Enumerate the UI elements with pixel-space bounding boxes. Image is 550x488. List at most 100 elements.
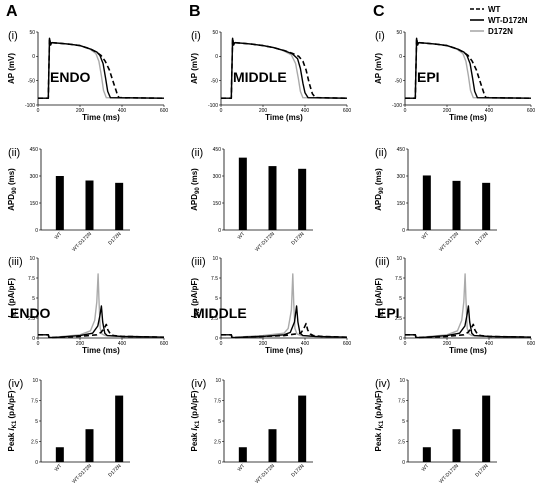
y-tick-label: 450 — [213, 147, 222, 153]
x-category-label: D172N — [290, 463, 306, 479]
series-line-wt — [405, 323, 532, 339]
y-tick-label: 0 — [215, 54, 218, 60]
y-axis-label: AP (mV) — [190, 53, 199, 84]
x-tick-label: 400 — [301, 341, 310, 347]
x-category-label: D172N — [290, 231, 306, 247]
y-tick-label: 50 — [29, 30, 35, 36]
y-tick-label: 7.5 — [211, 276, 218, 282]
x-tick-label: 200 — [76, 341, 85, 347]
y-tick-label: 5 — [32, 296, 35, 302]
region-label: EPI — [377, 305, 400, 321]
x-category-label: D172N — [107, 231, 123, 247]
panel-tag: (iii) — [191, 256, 206, 268]
x-tick-label: 0 — [37, 108, 40, 114]
y-tick-label: 7.5 — [31, 398, 38, 404]
y-axis-label: APD90 (ms) — [190, 168, 201, 211]
x-tick-label: 0 — [220, 341, 223, 347]
column-letter-B: B — [189, 3, 201, 20]
y-axis-label: Peak IK1 (pA/pF) — [190, 390, 201, 451]
x-category-label: D172N — [107, 463, 123, 479]
y-tick-label: 10 — [32, 378, 38, 384]
region-label: ENDO — [10, 305, 51, 321]
y-axis-label: Peak IK1 (pA/pF) — [7, 390, 18, 451]
y-tick-label: 2.5 — [398, 439, 405, 445]
y-tick-label: 50 — [212, 30, 218, 36]
y-tick-label: 0 — [399, 336, 402, 342]
panel-tag: (iv) — [191, 378, 206, 390]
x-tick-label: 0 — [37, 341, 40, 347]
y-tick-label: 0 — [218, 460, 221, 466]
y-tick-label: 300 — [213, 174, 222, 180]
x-tick-label: 600 — [343, 341, 352, 347]
x-axis-label: Time (ms) — [82, 113, 120, 122]
y-tick-label: 300 — [30, 174, 39, 180]
y-tick-label: 5 — [399, 296, 402, 302]
panel-tag: (i) — [191, 30, 201, 42]
x-category-label: WT-D172N — [254, 463, 276, 485]
x-tick-label: 600 — [527, 341, 536, 347]
y-tick-label: -100 — [392, 103, 402, 109]
panel-C-iv: (iv) 0 2.5 5 7.5 10 Peak IK1 (pA/pF) WT WT-D172N… — [374, 378, 497, 485]
y-tick-label: 5 — [218, 419, 221, 425]
bar-wt — [238, 447, 247, 462]
series-line-wt-d172n — [38, 305, 165, 339]
y-tick-label: 2.5 — [31, 439, 38, 445]
legend-label-wt: WT — [488, 5, 501, 14]
bar-wt — [422, 447, 431, 462]
y-tick-label: 2.5 — [28, 316, 35, 322]
panel-A-iv: (iv) 0 2.5 5 7.5 10 Peak IK1 (pA/pF) WT WT-D172N… — [7, 378, 130, 485]
panel-tag: (iv) — [8, 378, 23, 390]
series-line-wt — [221, 37, 348, 99]
x-tick-label: 600 — [527, 108, 536, 114]
legend-label-d172n: D172N — [488, 27, 513, 36]
x-tick-label: 200 — [259, 341, 268, 347]
panel-B-iv: (iv) 0 2.5 5 7.5 10 Peak IK1 (pA/pF) WT WT-D172N… — [190, 378, 313, 485]
x-category-label: WT — [54, 463, 64, 473]
panel-A-ii: (ii) 0 150 300 450 APD90 (ms) WT WT-D172N D172N — [7, 147, 130, 253]
bar-wt-d172n — [268, 166, 277, 230]
bar-wt — [55, 176, 64, 230]
x-tick-label: 200 — [443, 108, 452, 114]
y-tick-label: 7.5 — [28, 276, 35, 282]
region-label: ENDO — [50, 69, 91, 85]
bar-wt-d172n — [452, 180, 461, 230]
x-category-label: WT — [54, 231, 64, 241]
x-category-label: D172N — [474, 231, 490, 247]
y-tick-label: 450 — [30, 147, 39, 153]
x-axis-label: Time (ms) — [449, 113, 487, 122]
series-line-wt-d172n — [221, 305, 348, 339]
panel-B-ii: (ii) 0 150 300 450 APD90 (ms) WT WT-D172N D172N — [190, 147, 313, 253]
x-tick-label: 0 — [220, 108, 223, 114]
bar-d172n — [482, 395, 491, 462]
x-tick-label: 400 — [118, 108, 127, 114]
y-tick-label: 0 — [215, 336, 218, 342]
y-tick-label: 0 — [402, 460, 405, 466]
series-line-wt-d172n — [405, 305, 532, 339]
y-axis-label: AP (mV) — [374, 53, 383, 84]
y-tick-label: 300 — [397, 174, 406, 180]
region-label: EPI — [417, 69, 440, 85]
x-category-label: WT-D172N — [71, 463, 93, 485]
bar-wt-d172n — [452, 429, 461, 462]
panel-tag: (iii) — [375, 256, 390, 268]
x-tick-label: 0 — [404, 341, 407, 347]
x-category-label: WT — [421, 463, 431, 473]
column-letter-A: A — [6, 3, 18, 20]
y-tick-label: 0 — [32, 54, 35, 60]
y-tick-label: 0 — [32, 336, 35, 342]
y-tick-label: 150 — [30, 201, 39, 207]
x-category-label: WT — [237, 463, 247, 473]
y-axis-label: IK1 (pA/pF) — [190, 278, 201, 318]
bar-d172n — [115, 182, 124, 230]
y-tick-label: 10 — [29, 256, 35, 262]
x-category-label: WT-D172N — [438, 231, 460, 253]
bar-wt-d172n — [85, 180, 94, 230]
panel-A-i: (i) -100 -50 0 50 AP (mV) 0 200 400 600 Time (ms) E… — [7, 30, 168, 122]
y-tick-label: 0 — [399, 54, 402, 60]
bar-d172n — [115, 395, 124, 462]
y-tick-label: 7.5 — [395, 276, 402, 282]
y-tick-label: 10 — [212, 256, 218, 262]
y-tick-label: 10 — [215, 378, 221, 384]
bar-wt — [422, 175, 431, 230]
